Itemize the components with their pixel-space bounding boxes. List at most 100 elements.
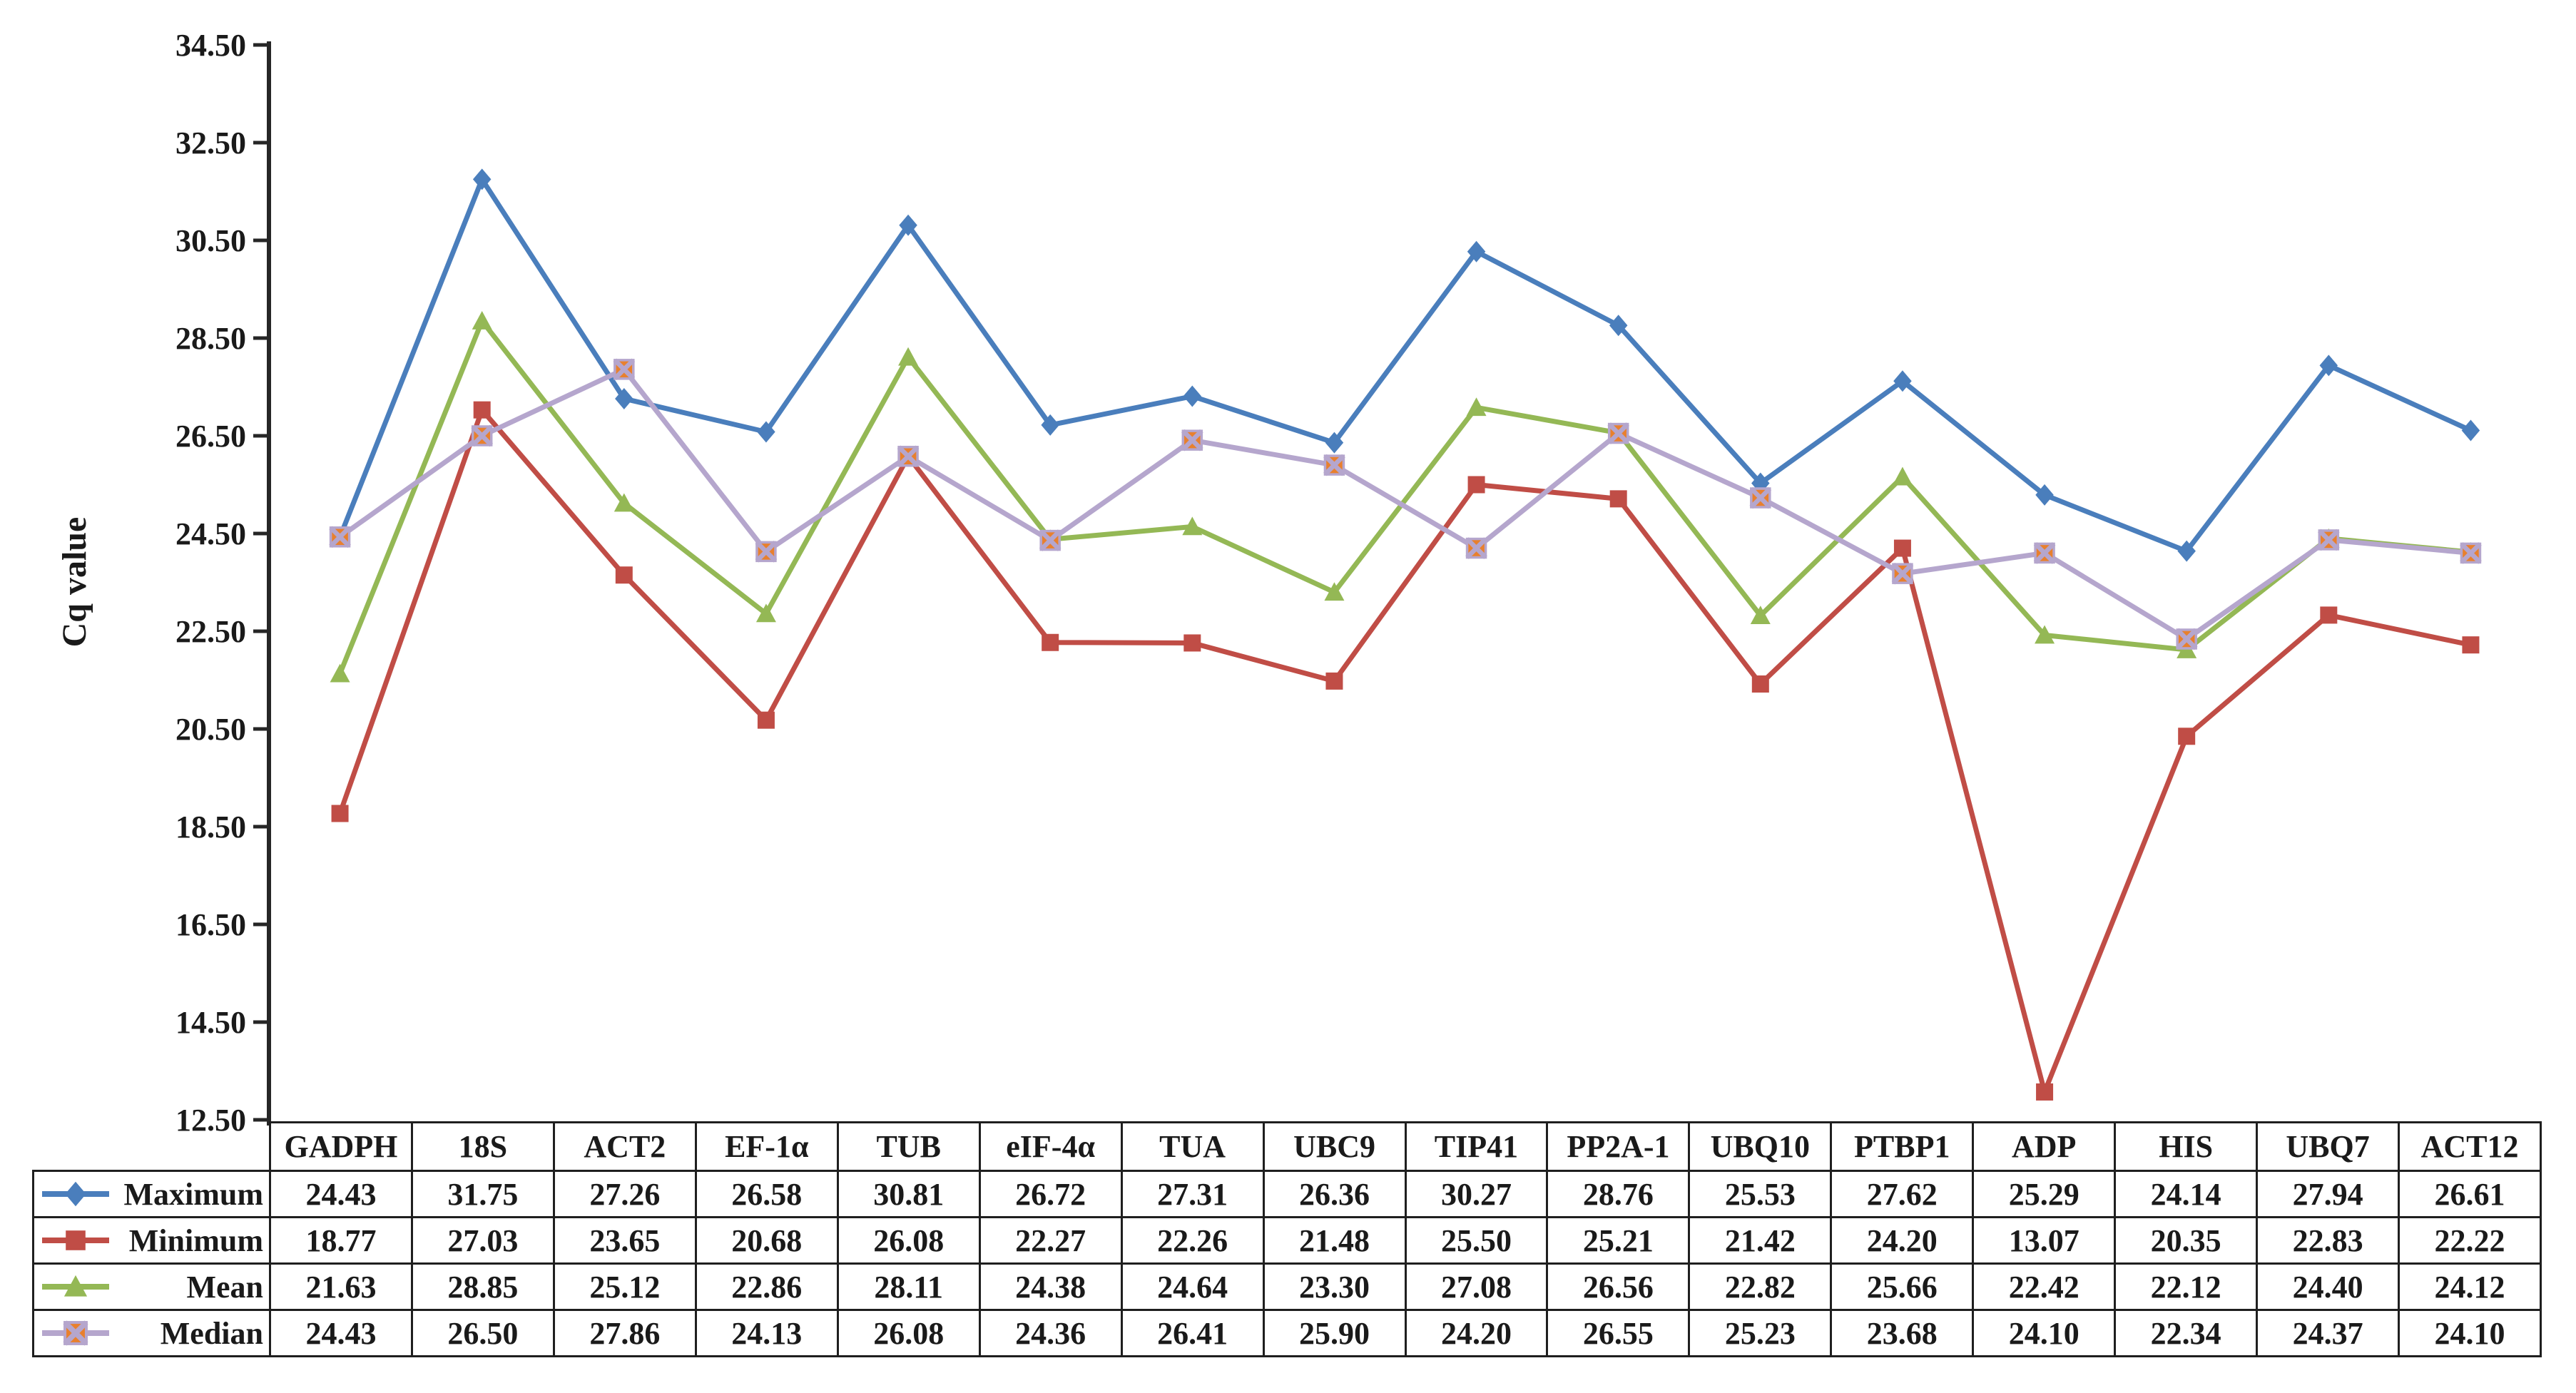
table-cell-maximum: 25.53 <box>1688 1170 1833 1219</box>
y-tick-label: 12.50 <box>175 1103 246 1138</box>
legend-cell-maximum: Maximum <box>32 1170 271 1219</box>
table-cell-minimum: 25.50 <box>1404 1216 1549 1265</box>
gene-column-header: UBC9 <box>1262 1121 1407 1173</box>
marker-median <box>471 424 493 447</box>
marker-median <box>2175 628 2198 650</box>
y-tick-label: 14.50 <box>175 1005 246 1040</box>
table-cell-minimum: 24.20 <box>1830 1216 1975 1265</box>
table-cell-minimum: 23.65 <box>552 1216 697 1265</box>
table-cell-minimum: 26.08 <box>836 1216 981 1265</box>
table-cell-mean: 28.11 <box>836 1262 981 1312</box>
gene-column-header: EF-1α <box>694 1121 839 1173</box>
table-cell-maximum: 26.72 <box>978 1170 1123 1219</box>
legend-cell-mean: Mean <box>32 1262 271 1312</box>
marker-median <box>2033 542 2056 564</box>
marker-median <box>1607 422 1629 444</box>
table-cell-median: 26.50 <box>410 1309 555 1357</box>
table-corner-blank <box>34 1123 270 1171</box>
marker-median <box>1323 454 1345 476</box>
table-cell-median: 24.20 <box>1404 1309 1549 1357</box>
table-cell-maximum: 28.76 <box>1546 1170 1691 1219</box>
marker-maximum <box>472 168 492 190</box>
table-cell-mean: 28.85 <box>410 1262 555 1312</box>
table-cell-maximum: 24.14 <box>2114 1170 2259 1219</box>
series-line-maximum <box>337 176 2472 554</box>
marker-mean <box>614 493 634 512</box>
marker-maximum <box>1609 315 1628 337</box>
marker-median <box>2460 542 2482 564</box>
series-maximum <box>330 168 2480 562</box>
y-tick-label: 18.50 <box>175 810 246 845</box>
marker-mean <box>1324 582 1345 601</box>
marker-mean <box>2035 625 2055 644</box>
table-cell-minimum: 20.35 <box>2114 1216 2259 1265</box>
y-tick-label: 30.50 <box>175 223 246 258</box>
table-cell-mean: 24.12 <box>2398 1262 2542 1312</box>
legend-key-minimum-icon <box>42 1230 109 1250</box>
gene-column-header: PTBP1 <box>1830 1121 1975 1173</box>
gene-column-header: TUA <box>1120 1121 1265 1173</box>
table-cell-maximum: 30.81 <box>836 1170 981 1219</box>
gene-column-header: UBQ7 <box>2256 1121 2401 1173</box>
gene-column-header: 18S <box>410 1121 555 1173</box>
table-row-minimum: Minimum 18.77 27.03 23.65 20.68 26.08 22.27 22.… <box>32 1216 2542 1265</box>
marker-mean <box>755 603 776 623</box>
marker-maximum <box>1325 432 1344 454</box>
gene-column-header: GADPH <box>269 1121 413 1173</box>
series-line-mean <box>337 318 2471 675</box>
table-cell-median: 24.10 <box>1972 1309 2117 1357</box>
marker-median <box>2318 529 2340 551</box>
marker-maximum <box>1467 240 1486 262</box>
table-header-row: GADPH 18S ACT2 EF-1α TUB eIF-4α TUA UBC9 TIP41 PP… <box>34 1121 2542 1173</box>
table-cell-maximum: 26.58 <box>694 1170 839 1219</box>
table-cell-median: 27.86 <box>552 1309 697 1357</box>
marker-maximum <box>2319 354 2338 377</box>
marker-maximum <box>615 387 633 409</box>
table-cell-minimum: 22.83 <box>2256 1216 2401 1265</box>
series-median <box>329 358 2482 650</box>
table-row-mean: Mean 21.63 28.85 25.12 22.86 28.11 24.38 24.64 2… <box>32 1262 2542 1312</box>
legend-cell-minimum: Minimum <box>32 1216 271 1265</box>
marker-maximum <box>2177 540 2196 562</box>
table-cell-minimum: 22.22 <box>2398 1216 2542 1265</box>
marker-mean <box>1750 606 1771 624</box>
table-cell-median: 25.90 <box>1262 1309 1407 1357</box>
marker-mean <box>1182 516 1203 536</box>
table-cell-maximum: 27.26 <box>552 1170 697 1219</box>
table-cell-mean: 24.38 <box>978 1262 1123 1312</box>
table-cell-minimum: 22.27 <box>978 1216 1123 1265</box>
gene-column-header: ACT12 <box>2398 1121 2542 1173</box>
gene-column-header: TUB <box>836 1121 981 1173</box>
table-cell-median: 24.36 <box>978 1309 1123 1357</box>
table-cell-maximum: 26.61 <box>2398 1170 2542 1219</box>
table-cell-median: 24.10 <box>2398 1309 2542 1357</box>
table-cell-mean: 23.30 <box>1262 1262 1407 1312</box>
table-cell-median: 24.13 <box>694 1309 839 1357</box>
marker-mean <box>472 311 492 330</box>
chart-data-table: GADPH 18S ACT2 EF-1α TUB eIF-4α TUA UBC9 TIP41 PP… <box>32 1121 2542 1357</box>
marker-maximum <box>1893 370 1912 392</box>
gene-column-header: PP2A-1 <box>1546 1121 1691 1173</box>
table-cell-minimum: 18.77 <box>269 1216 413 1265</box>
y-tick-label: 34.50 <box>175 28 246 63</box>
marker-minimum <box>1325 672 1343 690</box>
table-cell-maximum: 27.31 <box>1120 1170 1265 1219</box>
marker-maximum <box>757 421 775 443</box>
table-row-median: Median 24.43 26.50 27.86 24.13 26.08 24.36 26.4… <box>32 1309 2542 1357</box>
marker-mean <box>63 1275 88 1297</box>
table-cell-median: 26.55 <box>1546 1309 1691 1357</box>
marker-minimum <box>1467 476 1485 494</box>
marker-median <box>1181 429 1203 451</box>
table-cell-mean: 22.12 <box>2114 1262 2259 1312</box>
table-cell-maximum: 27.62 <box>1830 1170 1975 1219</box>
marker-minimum <box>473 401 491 419</box>
table-cell-maximum: 26.36 <box>1262 1170 1407 1219</box>
marker-median <box>897 445 920 468</box>
marker-minimum <box>1751 675 1769 693</box>
legend-label-median: Median <box>160 1315 263 1351</box>
series-mean <box>330 311 2481 683</box>
series-line-minimum <box>337 407 2472 1095</box>
table-cell-minimum: 25.21 <box>1546 1216 1691 1265</box>
marker-minimum <box>2178 728 2196 745</box>
